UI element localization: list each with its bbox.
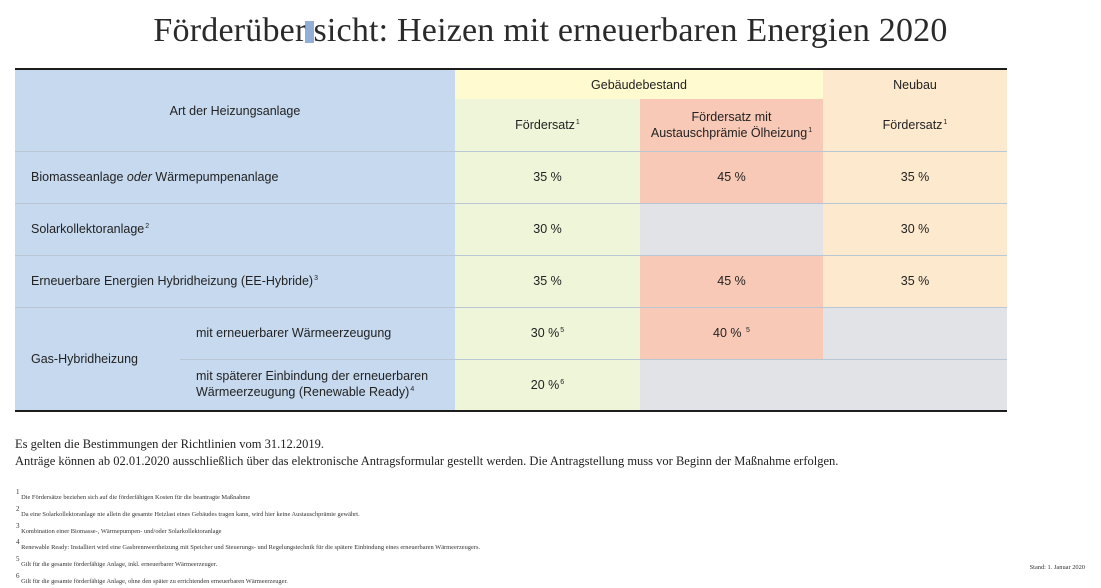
footnote: 5 Gilt für die gesamte förderfähige Anla… [16, 555, 218, 569]
row-ee-hybrid-new: 35 % [823, 255, 1007, 307]
row-gas-sub1-premium: 40 % 5 [640, 307, 823, 359]
table-top-rule [15, 68, 1007, 70]
row-biomass-new: 35 % [823, 151, 1007, 203]
footnote: 4 Renewable Ready: Installiert wird eine… [16, 538, 481, 552]
footnote: 6 Gilt für die gesamte förderfähige Anla… [16, 571, 288, 585]
row-solar-premium-empty [640, 203, 823, 255]
row-gas-sub2-rate: 20 %6 [455, 359, 640, 410]
row-gas-hybrid-label: Gas-Hybridheizung [15, 307, 455, 410]
row-solar-rate: 30 % [455, 203, 640, 255]
row-gas-sub1-new-empty [823, 307, 1007, 359]
row-gas-sub2-empty [640, 359, 1007, 410]
header-new-rate: Fördersatz1 [823, 99, 1007, 151]
stand-date: Stand: 1. Januar 2020 [1029, 564, 1085, 571]
row-divider [15, 203, 1007, 204]
header-heating-type: Art der Heizungsanlage [15, 70, 455, 151]
header-group-existing: Gebäudebestand [455, 70, 823, 99]
footnote: 3 Kombination einer Biomasse-, Wärmepump… [16, 521, 222, 535]
header-rate-premium: Fördersatz mit Austauschprämie Ölheizung1 [640, 99, 823, 151]
row-divider [15, 255, 1007, 256]
row-divider [15, 151, 1007, 152]
row-gas-sub2-label: mit späterer Einbindung der erneuerbaren… [196, 369, 429, 399]
footnotes: 1 Die Fördersätze beziehen sich auf die … [15, 487, 480, 588]
text-cursor [305, 21, 315, 43]
page-title: Förderüber sicht: Heizen mit erneuerbaren… [153, 12, 948, 49]
row-divider [15, 307, 1007, 308]
row-solar-new: 30 % [823, 203, 1007, 255]
row-ee-hybrid-rate: 35 % [455, 255, 640, 307]
row-biomass-rate: 35 % [455, 151, 640, 203]
notes: Es gelten die Bestimmungen der Richtlini… [15, 436, 838, 470]
row-gas-sub1-rate: 30 %5 [455, 307, 640, 359]
row-solar-label: Solarkollektoranlage2 [15, 203, 455, 255]
row-biomass-label: Biomasseanlage oder Wärmepumpenanlage [15, 151, 455, 203]
footnote: 1 Die Fördersätze beziehen sich auf die … [16, 488, 251, 501]
table-bottom-rule [15, 410, 1007, 412]
row-divider [180, 359, 1007, 360]
note-line: Es gelten die Bestimmungen der Richtlini… [15, 437, 324, 451]
row-gas-sub1-label: mit erneuerbarer Wärmeerzeugung [196, 326, 392, 340]
header-rate: Fördersatz1 [455, 99, 640, 151]
header-group-new: Neubau [823, 70, 1007, 99]
note-line: Anträge können ab 02.01.2020 ausschließl… [15, 454, 839, 468]
footnote: 2 Da eine Solarkollektoranlage nie allei… [16, 504, 360, 518]
row-ee-hybrid-label: Erneuerbare Energien Hybridheizung (EE-H… [15, 255, 455, 307]
row-biomass-premium: 45 % [640, 151, 823, 203]
row-ee-hybrid-premium: 45 % [640, 255, 823, 307]
